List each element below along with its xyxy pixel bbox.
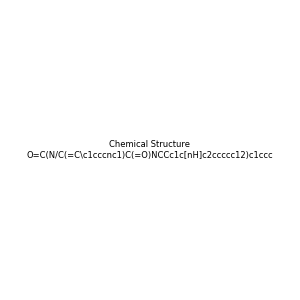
- Text: Chemical Structure
O=C(N/C(=C\c1cccnc1)C(=O)NCCc1c[nH]c2ccccc12)c1ccc: Chemical Structure O=C(N/C(=C\c1cccnc1)C…: [27, 140, 273, 160]
